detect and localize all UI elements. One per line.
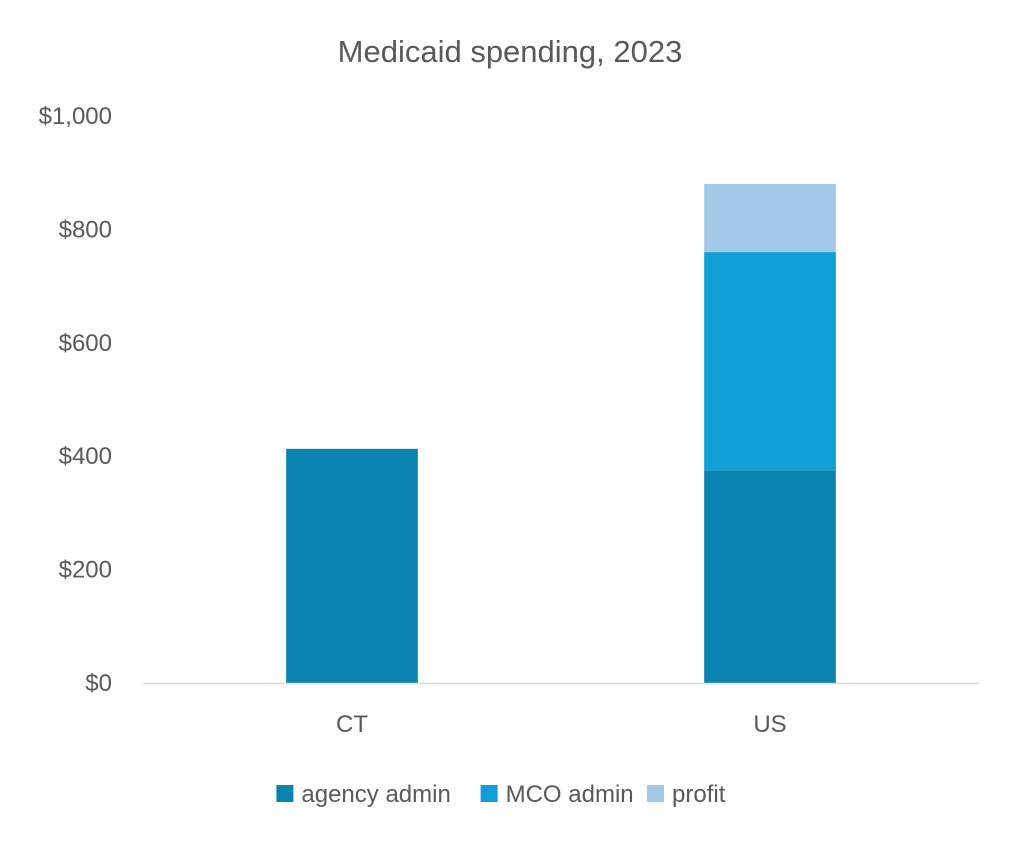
- chart-title: Medicaid spending, 2023: [338, 34, 683, 69]
- bar-ct-agency-admin: [286, 448, 418, 683]
- legend-label: profit: [672, 781, 726, 808]
- x-tick-label: US: [753, 711, 786, 738]
- y-axis-ticks: $0 $200 $400 $600 $800 $1,000: [39, 103, 112, 697]
- bar-us-mco-admin: [704, 252, 836, 471]
- legend-label: agency admin: [301, 781, 450, 808]
- y-tick-label: $600: [59, 330, 112, 357]
- y-tick-label: $0: [85, 670, 112, 697]
- x-tick-label: CT: [336, 711, 368, 738]
- y-tick-label: $800: [59, 216, 112, 243]
- legend-swatch: [480, 785, 498, 802]
- legend: agency admin MCO admin profit: [276, 781, 726, 808]
- y-tick-label: $1,000: [39, 103, 112, 130]
- y-tick-label: $200: [59, 557, 112, 584]
- bars: [286, 184, 836, 683]
- legend-swatch: [647, 785, 664, 802]
- bar-us-agency-admin: [704, 470, 836, 683]
- bar-us-profit: [704, 184, 836, 253]
- legend-label: MCO admin: [506, 781, 634, 808]
- y-tick-label: $400: [59, 443, 112, 470]
- x-axis-labels: CT US: [336, 711, 787, 738]
- legend-swatch: [276, 785, 294, 802]
